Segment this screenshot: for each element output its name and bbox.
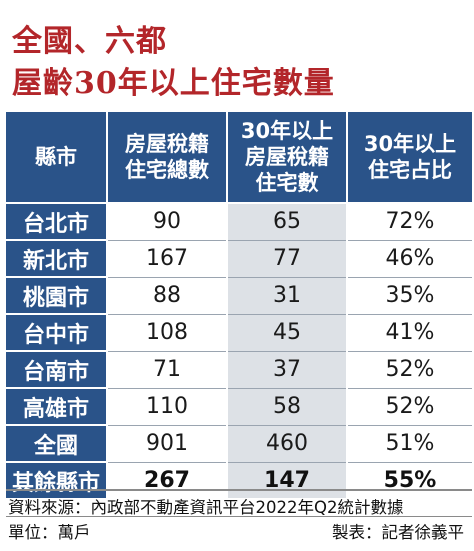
region-cell: 台北市 (6, 202, 107, 240)
credit-note: 製表：記者徐義平 (332, 523, 464, 542)
total-cell: 267 (106, 461, 227, 498)
table-row: 台南市 71 37 52% (6, 350, 472, 388)
table-row: 台北市 90 65 72% (6, 202, 472, 240)
divider (6, 516, 472, 517)
table-row: 桃園市 88 31 35% (6, 276, 472, 314)
total-cell: 167 (106, 239, 227, 277)
share-cell: 52% (346, 350, 472, 388)
column-header-total-housing: 房屋稅籍 住宅總數 (106, 112, 227, 203)
column-header-over30-share: 30年以上 住宅占比 (346, 112, 472, 203)
region-cell: 高雄市 (6, 387, 107, 425)
total-cell: 88 (106, 276, 227, 314)
unit-note: 單位：萬戶 (8, 523, 91, 542)
share-cell: 46% (346, 239, 472, 277)
table-row: 其餘縣市 267 147 55% (6, 461, 472, 498)
column-header-line: 住宅總數 (125, 158, 209, 182)
region-cell: 新北市 (6, 239, 107, 277)
over30-cell: 147 (226, 461, 347, 498)
table-header-row: 縣市 房屋稅籍 住宅總數 30年以上 房屋稅籍 住宅數 30年以上 住宅占比 (6, 112, 472, 203)
footer-row: 單位：萬戶 製表：記者徐義平 (8, 519, 464, 543)
source-note: 資料來源：內政部不動產資訊平台2022年Q2統計數據 (8, 498, 404, 517)
over30-cell: 460 (226, 424, 347, 462)
column-header-line: 房屋稅籍 (245, 145, 329, 169)
share-cell: 51% (346, 424, 472, 462)
column-header-line: 住宅數 (255, 171, 319, 195)
over30-cell: 31 (226, 276, 347, 314)
share-cell: 41% (346, 313, 472, 351)
region-cell: 桃園市 (6, 276, 107, 314)
over30-cell: 45 (226, 313, 347, 351)
share-cell: 72% (346, 202, 472, 240)
column-header-line: 縣市 (35, 145, 77, 169)
over30-cell: 58 (226, 387, 347, 425)
over30-cell: 77 (226, 239, 347, 277)
region-cell: 全國 (6, 424, 107, 462)
column-header-over30-housing: 30年以上 房屋稅籍 住宅數 (226, 112, 347, 203)
data-table: 縣市 房屋稅籍 住宅總數 30年以上 房屋稅籍 住宅數 30年以上 住宅占比 (6, 112, 472, 498)
total-cell: 110 (106, 387, 227, 425)
region-cell: 台中市 (6, 313, 107, 351)
over30-cell: 65 (226, 202, 347, 240)
column-header-line: 30年以上 (363, 132, 457, 156)
column-header-line: 30年以上 (240, 119, 334, 143)
table-row: 台中市 108 45 41% (6, 313, 472, 351)
region-cell: 其餘縣市 (6, 461, 107, 498)
title-line-2: 屋齡30年以上住宅數量 (12, 66, 335, 101)
share-cell: 55% (346, 461, 472, 498)
table-row: 全國 901 460 51% (6, 424, 472, 462)
over30-cell: 37 (226, 350, 347, 388)
total-cell: 90 (106, 202, 227, 240)
table-row: 高雄市 110 58 52% (6, 387, 472, 425)
column-header-line: 房屋稅籍 (125, 132, 209, 156)
total-cell: 901 (106, 424, 227, 462)
total-cell: 108 (106, 313, 227, 351)
region-cell: 台南市 (6, 350, 107, 388)
title-line-1: 全國、六都 (12, 24, 167, 59)
share-cell: 35% (346, 276, 472, 314)
column-header-region: 縣市 (6, 112, 107, 203)
table-row: 新北市 167 77 46% (6, 239, 472, 277)
total-cell: 71 (106, 350, 227, 388)
column-header-line: 住宅占比 (368, 158, 452, 182)
divider (6, 489, 472, 491)
share-cell: 52% (346, 387, 472, 425)
